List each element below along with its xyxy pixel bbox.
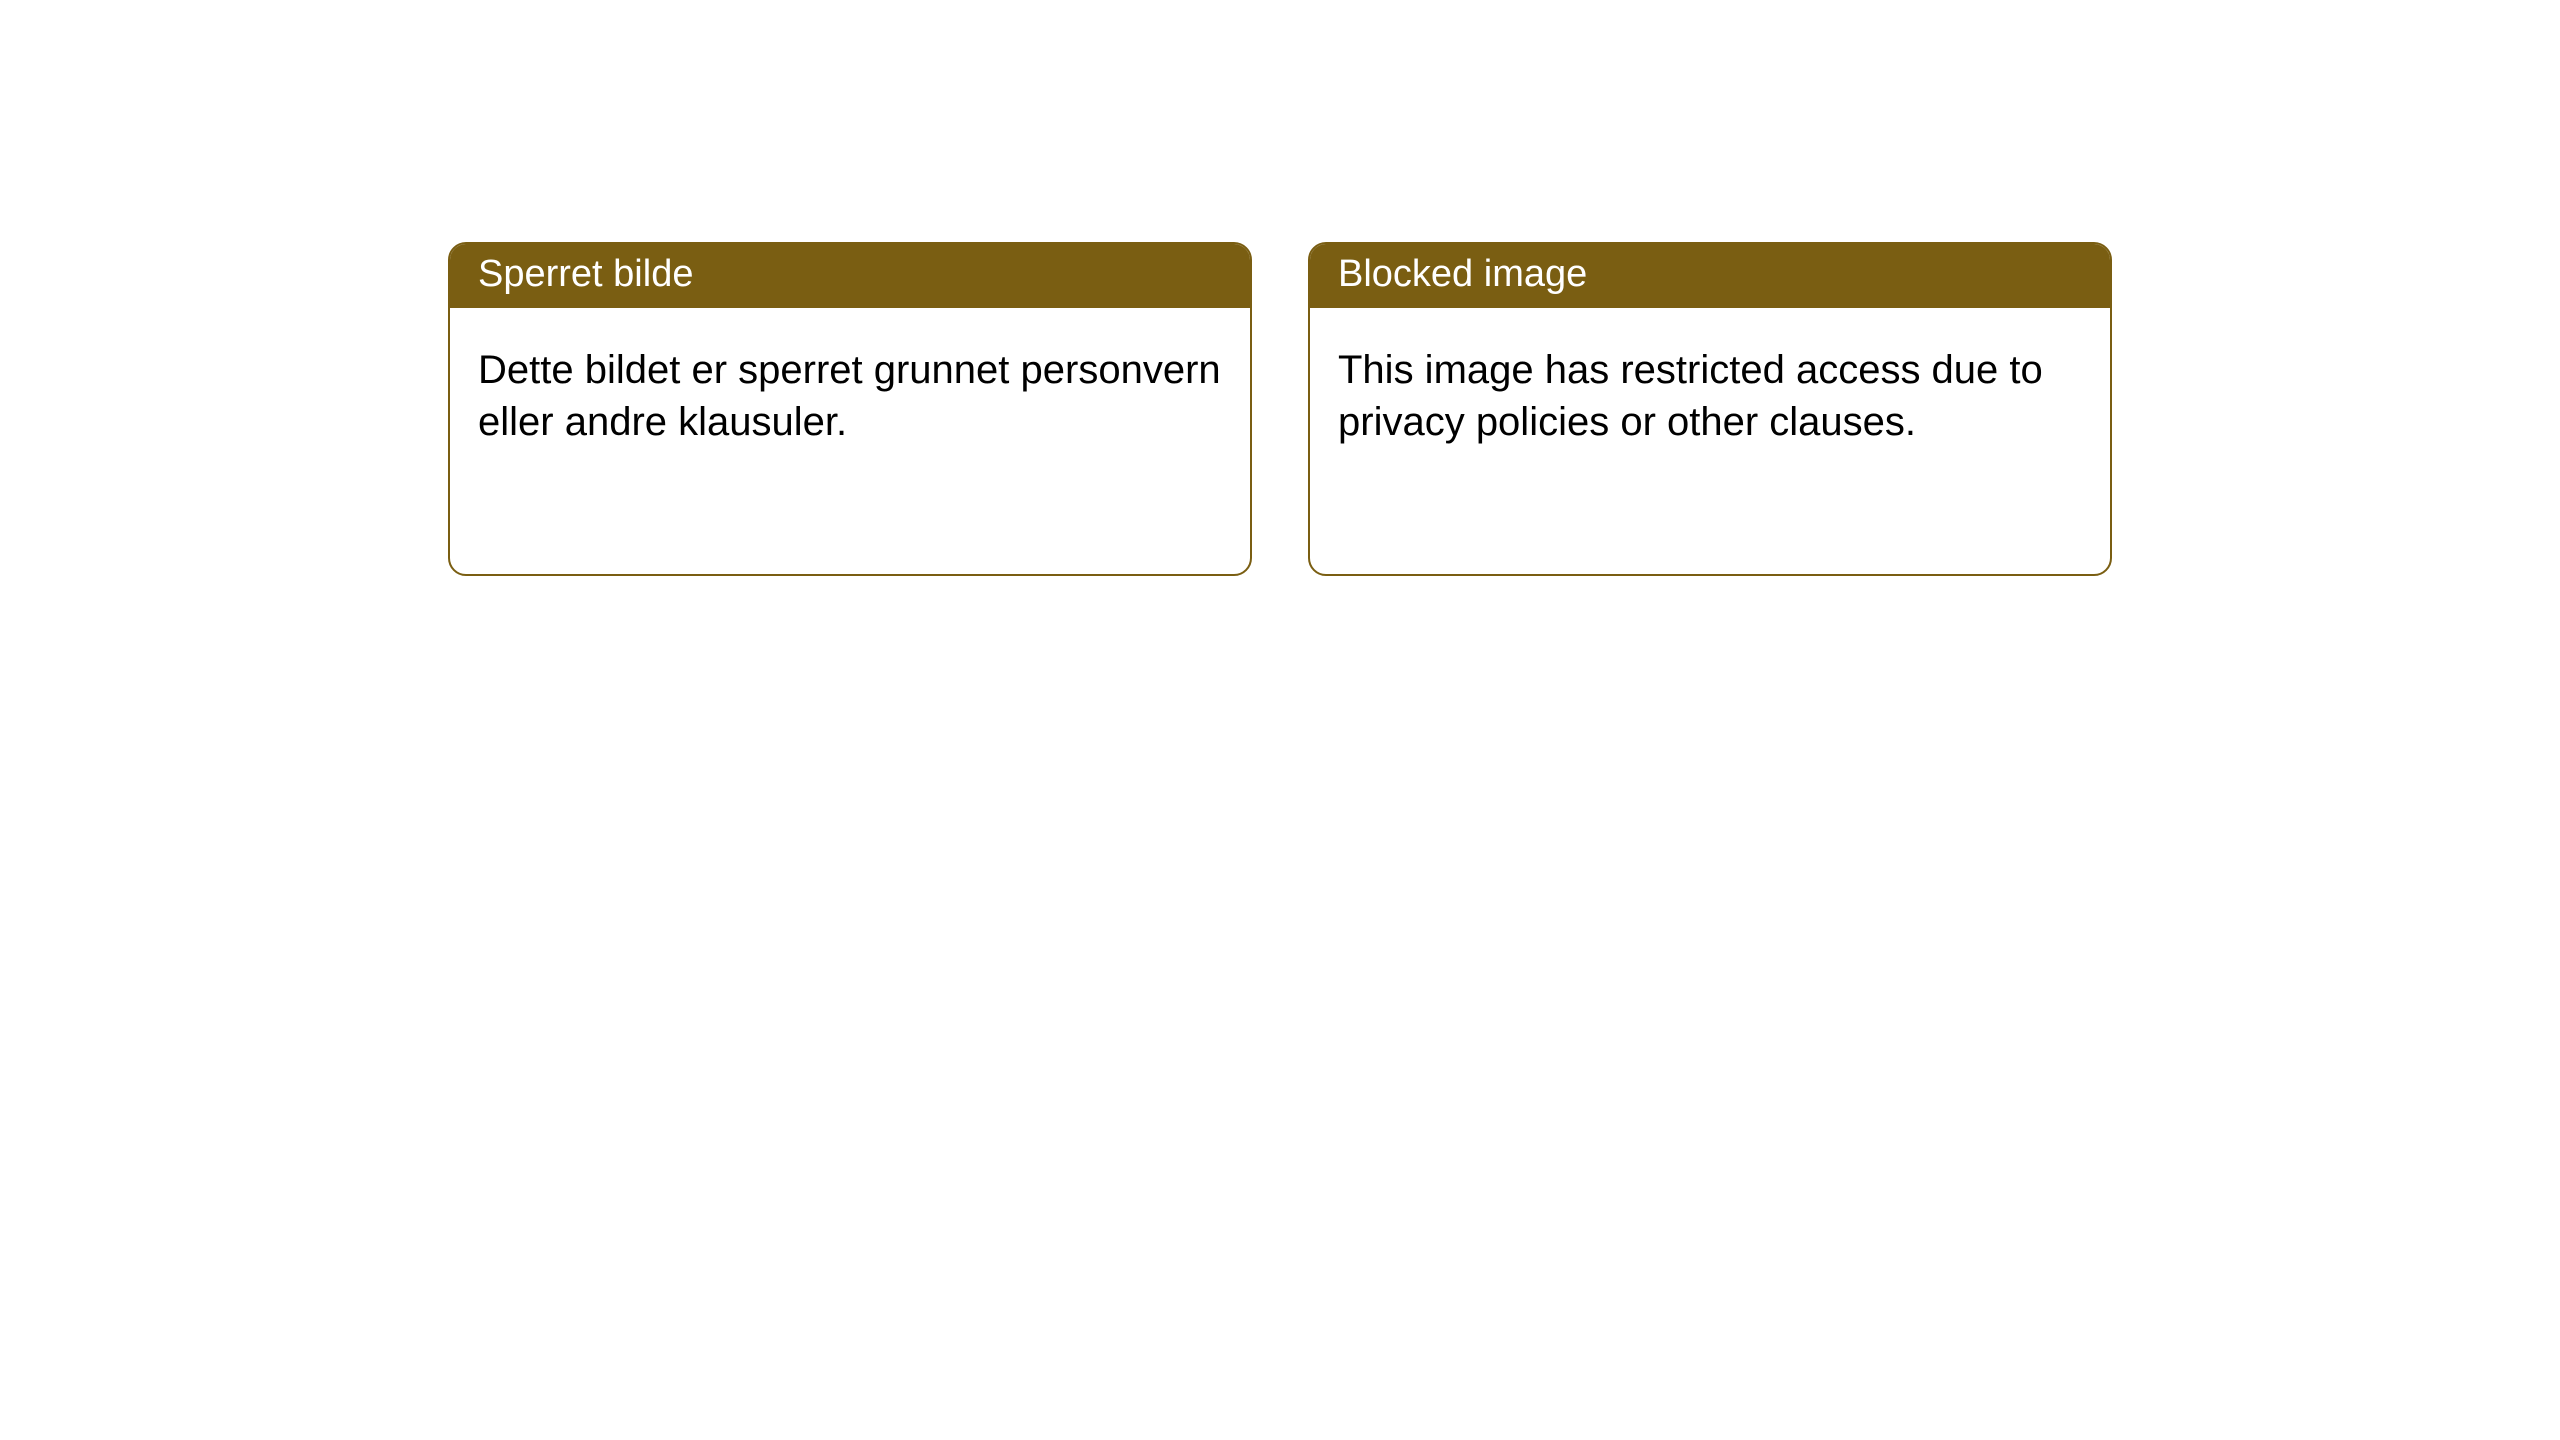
notice-header-norwegian: Sperret bilde [450,244,1250,308]
notice-header-english: Blocked image [1310,244,2110,308]
notice-body-norwegian: Dette bildet er sperret grunnet personve… [450,308,1250,484]
notice-container: Sperret bilde Dette bildet er sperret gr… [0,0,2560,576]
notice-body-english: This image has restricted access due to … [1310,308,2110,484]
notice-card-norwegian: Sperret bilde Dette bildet er sperret gr… [448,242,1252,576]
notice-card-english: Blocked image This image has restricted … [1308,242,2112,576]
